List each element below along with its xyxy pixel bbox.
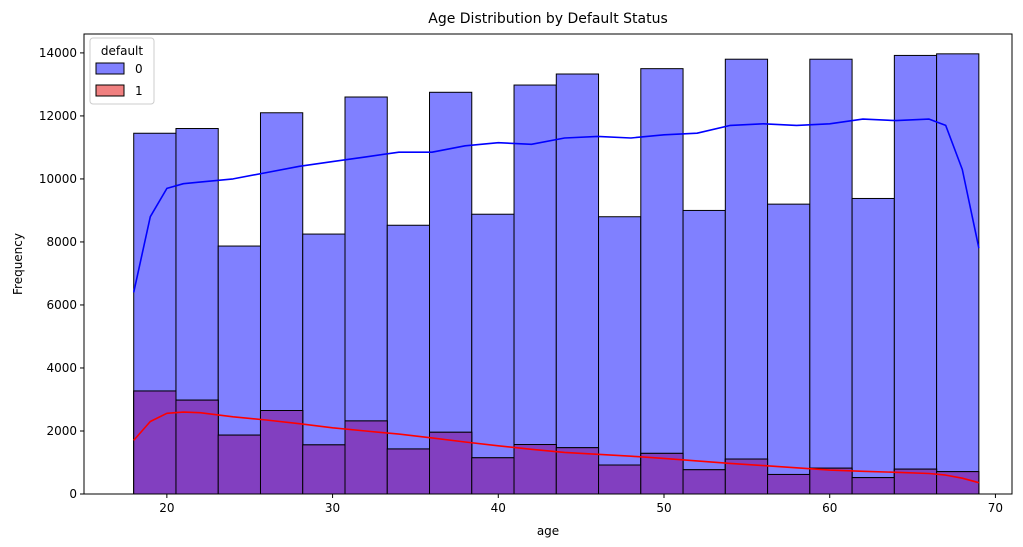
x-axis-label: age bbox=[537, 524, 559, 538]
y-tick-label: 14000 bbox=[39, 46, 77, 60]
bar-series-0-bin-13 bbox=[682, 209, 726, 495]
y-tick-label: 2000 bbox=[46, 424, 77, 438]
bar-overlap-bin-17 bbox=[851, 477, 895, 495]
y-axis-label: Frequency bbox=[11, 233, 25, 295]
legend: default 0 1 bbox=[89, 37, 155, 105]
x-tick-label: 60 bbox=[822, 501, 837, 515]
y-tick-label: 12000 bbox=[39, 109, 77, 123]
bar-series-0-bin-19 bbox=[936, 53, 980, 495]
y-tick-label: 10000 bbox=[39, 172, 77, 186]
bar-overlap-bin-6 bbox=[386, 448, 431, 495]
legend-label-1: 1 bbox=[135, 84, 143, 98]
y-tick-label: 8000 bbox=[46, 235, 77, 249]
y-tick-label: 4000 bbox=[46, 361, 77, 375]
x-tick-label: 70 bbox=[988, 501, 1003, 515]
bar-series-0-bin-9 bbox=[513, 84, 557, 495]
bar-series-0-bin-12 bbox=[640, 68, 684, 495]
chart-title: Age Distribution by Default Status bbox=[428, 11, 668, 27]
bar-series-0-bin-15 bbox=[767, 203, 811, 495]
y-tick-label: 0 bbox=[69, 487, 77, 501]
bar-overlap-bin-11 bbox=[598, 464, 642, 495]
bar-overlap-bin-12 bbox=[640, 452, 684, 495]
legend-swatch-1 bbox=[95, 84, 125, 97]
legend-title: default bbox=[101, 44, 144, 58]
bar-series-0-bin-17 bbox=[851, 197, 895, 495]
bar-overlap-bin-4 bbox=[302, 444, 346, 495]
bar-series-0-bin-18 bbox=[893, 54, 938, 495]
bar-series-0-bin-7 bbox=[429, 91, 473, 495]
bar-overlap-bin-13 bbox=[682, 469, 726, 495]
plot-area-frame bbox=[83, 33, 1013, 495]
y-axis: 0 2000 4000 6000 8000 10000 12000 14000 bbox=[39, 46, 84, 501]
kde-line-series-0 bbox=[132, 118, 980, 293]
x-tick-label: 20 bbox=[159, 501, 174, 515]
bar-overlap-bin-15 bbox=[767, 473, 811, 495]
bar-series-0-bin-8 bbox=[471, 213, 515, 495]
bar-overlap-bin-16 bbox=[809, 467, 853, 495]
bar-overlap-bin-8 bbox=[471, 457, 515, 495]
x-tick-label: 30 bbox=[325, 501, 340, 515]
legend-label-0: 0 bbox=[135, 62, 143, 76]
kde-layer bbox=[132, 118, 980, 484]
bar-overlap-bin-2 bbox=[217, 434, 261, 495]
x-axis: 20 30 40 50 60 70 bbox=[159, 494, 1003, 515]
bar-series-0-bin-16 bbox=[809, 58, 853, 495]
bar-overlap-bin-0 bbox=[133, 390, 177, 495]
bar-series-0-bin-11 bbox=[598, 216, 642, 495]
y-tick-label: 6000 bbox=[46, 298, 77, 312]
kde-line-series-1 bbox=[133, 411, 980, 484]
x-tick-label: 50 bbox=[656, 501, 671, 515]
bar-overlap-bin-9 bbox=[513, 444, 557, 495]
legend-swatch-0 bbox=[95, 62, 125, 75]
x-tick-label: 40 bbox=[491, 501, 506, 515]
